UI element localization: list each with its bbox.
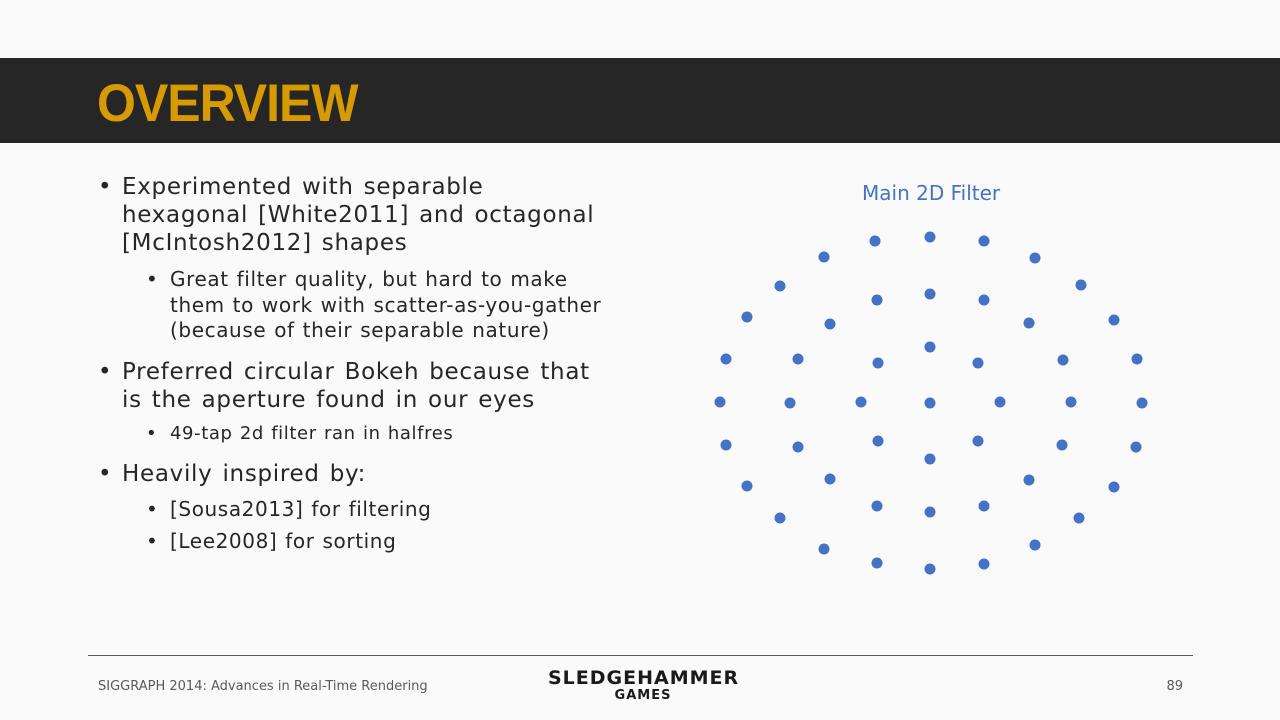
bullet-3-sub-1: • [Sousa2013] for filtering	[146, 497, 616, 523]
slide-title: OVERVIEW	[97, 73, 359, 133]
filter-tap-13	[1023, 317, 1035, 329]
bullet-2-sub-1-text: 49-tap 2d filter ran in halfres	[170, 423, 454, 444]
filter-tap-37	[824, 473, 836, 485]
filter-tap-24	[855, 396, 867, 408]
filter-tap-11	[741, 311, 753, 323]
filter-tap-9	[924, 288, 936, 300]
bullet-dot-icon: •	[98, 174, 113, 200]
filter-tap-45	[818, 543, 830, 555]
logo-line-2: GAMES	[614, 688, 672, 703]
filter-tap-33	[1056, 439, 1068, 451]
filter-tap-3	[978, 235, 990, 247]
bullet-3-sub-1-text: [Sousa2013] for filtering	[170, 497, 432, 521]
bullet-dot-icon: •	[146, 529, 159, 553]
bullet-1: • Experimented with separable hexagonal …	[98, 173, 608, 257]
filter-tap-2	[924, 231, 936, 243]
filter-tap-28	[1136, 397, 1148, 409]
filter-tap-36	[741, 480, 753, 492]
filter-tap-46	[1029, 539, 1041, 551]
filter-tap-49	[978, 558, 990, 570]
filter-tap-4	[818, 251, 830, 263]
filter-tap-22	[714, 396, 726, 408]
filter-tap-27	[1065, 396, 1077, 408]
filter-tap-31	[720, 439, 732, 451]
filter-tap-41	[924, 506, 936, 518]
filter-tap-1	[869, 235, 881, 247]
bullet-3: • Heavily inspired by:	[98, 460, 608, 488]
filter-tap-47	[871, 557, 883, 569]
filter-tap-20	[1057, 354, 1069, 366]
filter-tap-44	[1073, 512, 1085, 524]
bullet-dot-icon: •	[146, 497, 159, 521]
filter-tap-7	[1075, 279, 1087, 291]
bullet-1-sub-1: • Great filter quality, but hard to make…	[146, 267, 616, 344]
filter-tap-17	[792, 353, 804, 365]
filter-tap-16	[720, 353, 732, 365]
filter-tap-42	[978, 500, 990, 512]
logo-line-1: SLEDGEHAMMER	[548, 667, 740, 689]
footer-conference: SIGGRAPH 2014: Advances in Real-Time Ren…	[98, 679, 428, 694]
bullet-2-sub-1: • 49-tap 2d filter ran in halfres	[146, 421, 616, 447]
filter-tap-26	[994, 396, 1006, 408]
filter-tap-40	[871, 500, 883, 512]
filter-tap-35	[924, 453, 936, 465]
filter-tap-32	[792, 441, 804, 453]
figure-title: Main 2D Filter	[862, 181, 1001, 205]
bullet-3-text: Heavily inspired by:	[122, 461, 367, 487]
filter-tap-6	[774, 280, 786, 292]
filter-tap-14	[1108, 314, 1120, 326]
filter-tap-39	[1108, 481, 1120, 493]
page-number: 89	[1166, 679, 1183, 694]
filter-tap-21	[1131, 353, 1143, 365]
bullet-3-sub-2: • [Lee2008] for sorting	[146, 529, 616, 555]
bullet-2-text: Preferred circular Bokeh because that is…	[122, 359, 590, 413]
title-bar	[0, 58, 1280, 143]
sledgehammer-logo: SLEDGEHAMMER GAMES	[548, 668, 738, 704]
filter-tap-15	[924, 341, 936, 353]
filter-tap-5	[1029, 252, 1041, 264]
bullet-dot-icon: •	[146, 423, 158, 444]
filter-tap-30	[972, 435, 984, 447]
footer-divider	[88, 655, 1193, 656]
filter-tap-43	[774, 512, 786, 524]
filter-tap-18	[872, 357, 884, 369]
bullet-1-text: Experimented with separable hexagonal [W…	[122, 174, 595, 256]
filter-tap-48	[924, 563, 936, 575]
filter-tap-38	[1023, 474, 1035, 486]
bullet-dot-icon: •	[146, 267, 159, 291]
bullet-2: • Preferred circular Bokeh because that …	[98, 358, 608, 414]
filter-tap-34	[1130, 441, 1142, 453]
bullet-3-sub-2-text: [Lee2008] for sorting	[170, 529, 397, 553]
bullet-dot-icon: •	[98, 359, 113, 385]
filter-tap-25	[924, 397, 936, 409]
filter-tap-29	[872, 435, 884, 447]
filter-tap-10	[978, 294, 990, 306]
filter-tap-12	[824, 318, 836, 330]
bullet-dot-icon: •	[98, 461, 113, 487]
filter-tap-8	[871, 294, 883, 306]
filter-tap-23	[784, 397, 796, 409]
bullet-1-sub-1-text: Great filter quality, but hard to make t…	[170, 267, 602, 342]
filter-tap-19	[972, 357, 984, 369]
